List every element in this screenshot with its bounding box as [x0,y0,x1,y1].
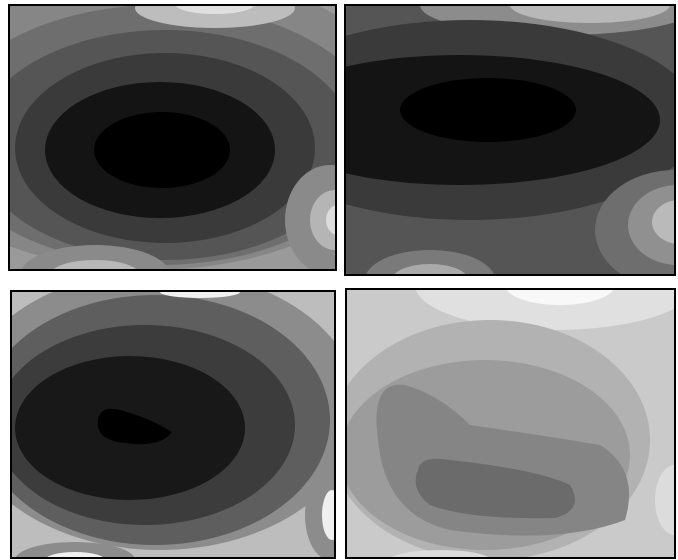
figure [0,0,678,560]
contour-panel [0,270,360,560]
page: (() => { const data = JSON.parse(documen… [0,0,678,560]
